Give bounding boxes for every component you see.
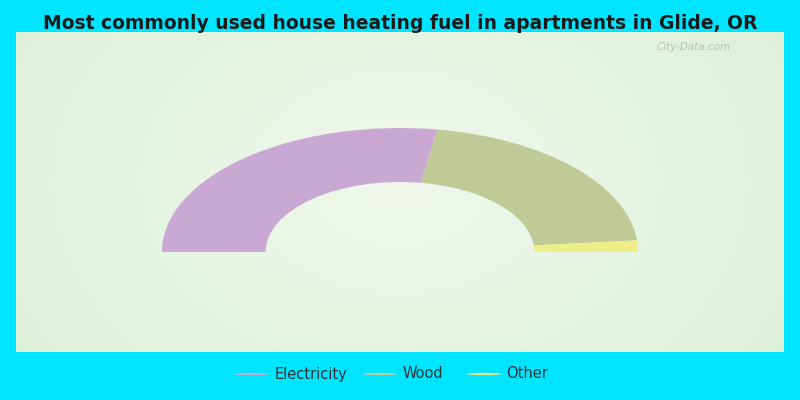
Text: Electricity: Electricity bbox=[274, 366, 347, 382]
Text: City-Data.com: City-Data.com bbox=[656, 42, 730, 52]
Circle shape bbox=[362, 373, 398, 375]
Wedge shape bbox=[162, 128, 438, 252]
Circle shape bbox=[466, 373, 502, 375]
Wedge shape bbox=[421, 130, 637, 246]
Circle shape bbox=[234, 373, 270, 375]
Text: Other: Other bbox=[506, 366, 548, 382]
Text: Wood: Wood bbox=[402, 366, 443, 382]
Text: Most commonly used house heating fuel in apartments in Glide, OR: Most commonly used house heating fuel in… bbox=[42, 14, 758, 33]
Wedge shape bbox=[534, 240, 638, 252]
